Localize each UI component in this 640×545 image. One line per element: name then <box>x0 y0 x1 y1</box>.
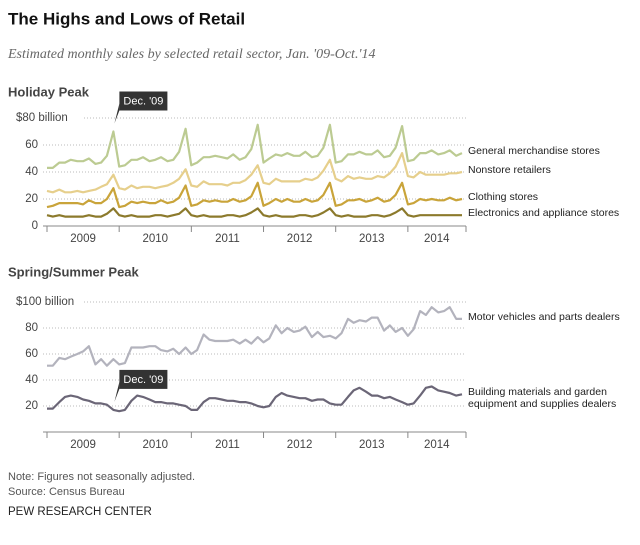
x-tick-label: 2013 <box>359 233 385 245</box>
panel-title: Spring/Summer Peak <box>8 264 140 279</box>
y-tick-label: 40 <box>25 374 38 386</box>
y-tick-label: 60 <box>25 348 38 360</box>
x-tick-label: 2009 <box>70 233 96 245</box>
y-tick-label: 0 <box>32 220 38 232</box>
y-tick-label: 60 <box>25 139 38 151</box>
x-tick-label: 2014 <box>424 233 450 245</box>
legend-label: General merchandise stores <box>468 145 600 158</box>
source: Source: Census Bureau <box>8 486 125 498</box>
note: Note: Figures not seasonally adjusted. <box>8 471 195 483</box>
legend-label: Clothing stores <box>468 191 539 203</box>
annotation-pointer <box>114 381 120 402</box>
legend-label: Building materials and garden equipment … <box>468 386 617 411</box>
legend-item: Motor vehicles and parts dealers <box>468 310 620 323</box>
annotation-text: Dec. '09 <box>123 374 163 386</box>
series-line <box>46 181 463 209</box>
x-tick-label: 2010 <box>142 439 168 451</box>
legend-label: Electronics and appliance stores <box>468 207 620 220</box>
x-tick-label: 2012 <box>287 233 313 245</box>
x-tick-label: 2009 <box>70 439 96 451</box>
series-line <box>46 152 463 194</box>
annotation-box <box>119 91 168 111</box>
y-tick-label: 80 <box>25 322 38 334</box>
legend-label: Nonstore retailers <box>468 164 551 176</box>
x-tick-label: 2012 <box>287 439 313 451</box>
x-tick-label: 2014 <box>424 439 450 451</box>
legend-item: Electronics and appliance stores <box>468 207 620 220</box>
series-line <box>47 123 463 169</box>
y-tick-label: $100 billion <box>16 296 74 308</box>
y-tick-label: 40 <box>25 166 38 178</box>
brand: PEW RESEARCH CENTER <box>8 506 152 518</box>
series-line <box>47 306 462 367</box>
legend-label: Motor vehicles and parts dealers <box>468 310 620 323</box>
legend-item: General merchandise stores <box>468 145 600 158</box>
panel-title: Holiday Peak <box>8 84 90 99</box>
y-tick-label: 20 <box>25 400 38 412</box>
annotation-text: Dec. '09 <box>123 95 163 107</box>
y-tick-label: 20 <box>25 193 38 205</box>
series-line <box>46 207 462 218</box>
x-tick-label: 2013 <box>359 439 385 451</box>
x-tick-label: 2011 <box>215 439 240 451</box>
annotation-box <box>119 369 168 389</box>
title: The Highs and Lows of Retail <box>8 9 245 28</box>
subtitle: Estimated monthly sales by selected reta… <box>7 47 375 62</box>
legend-item: Nonstore retailers <box>468 164 551 176</box>
legend-item: Building materials and garden equipment … <box>468 386 617 411</box>
legend-item: Clothing stores <box>468 191 539 203</box>
y-tick-label: $80 billion <box>16 112 68 124</box>
x-tick-label: 2010 <box>142 233 168 245</box>
x-tick-label: 2011 <box>215 233 240 245</box>
annotation-pointer <box>114 103 120 124</box>
series-line <box>47 385 463 413</box>
